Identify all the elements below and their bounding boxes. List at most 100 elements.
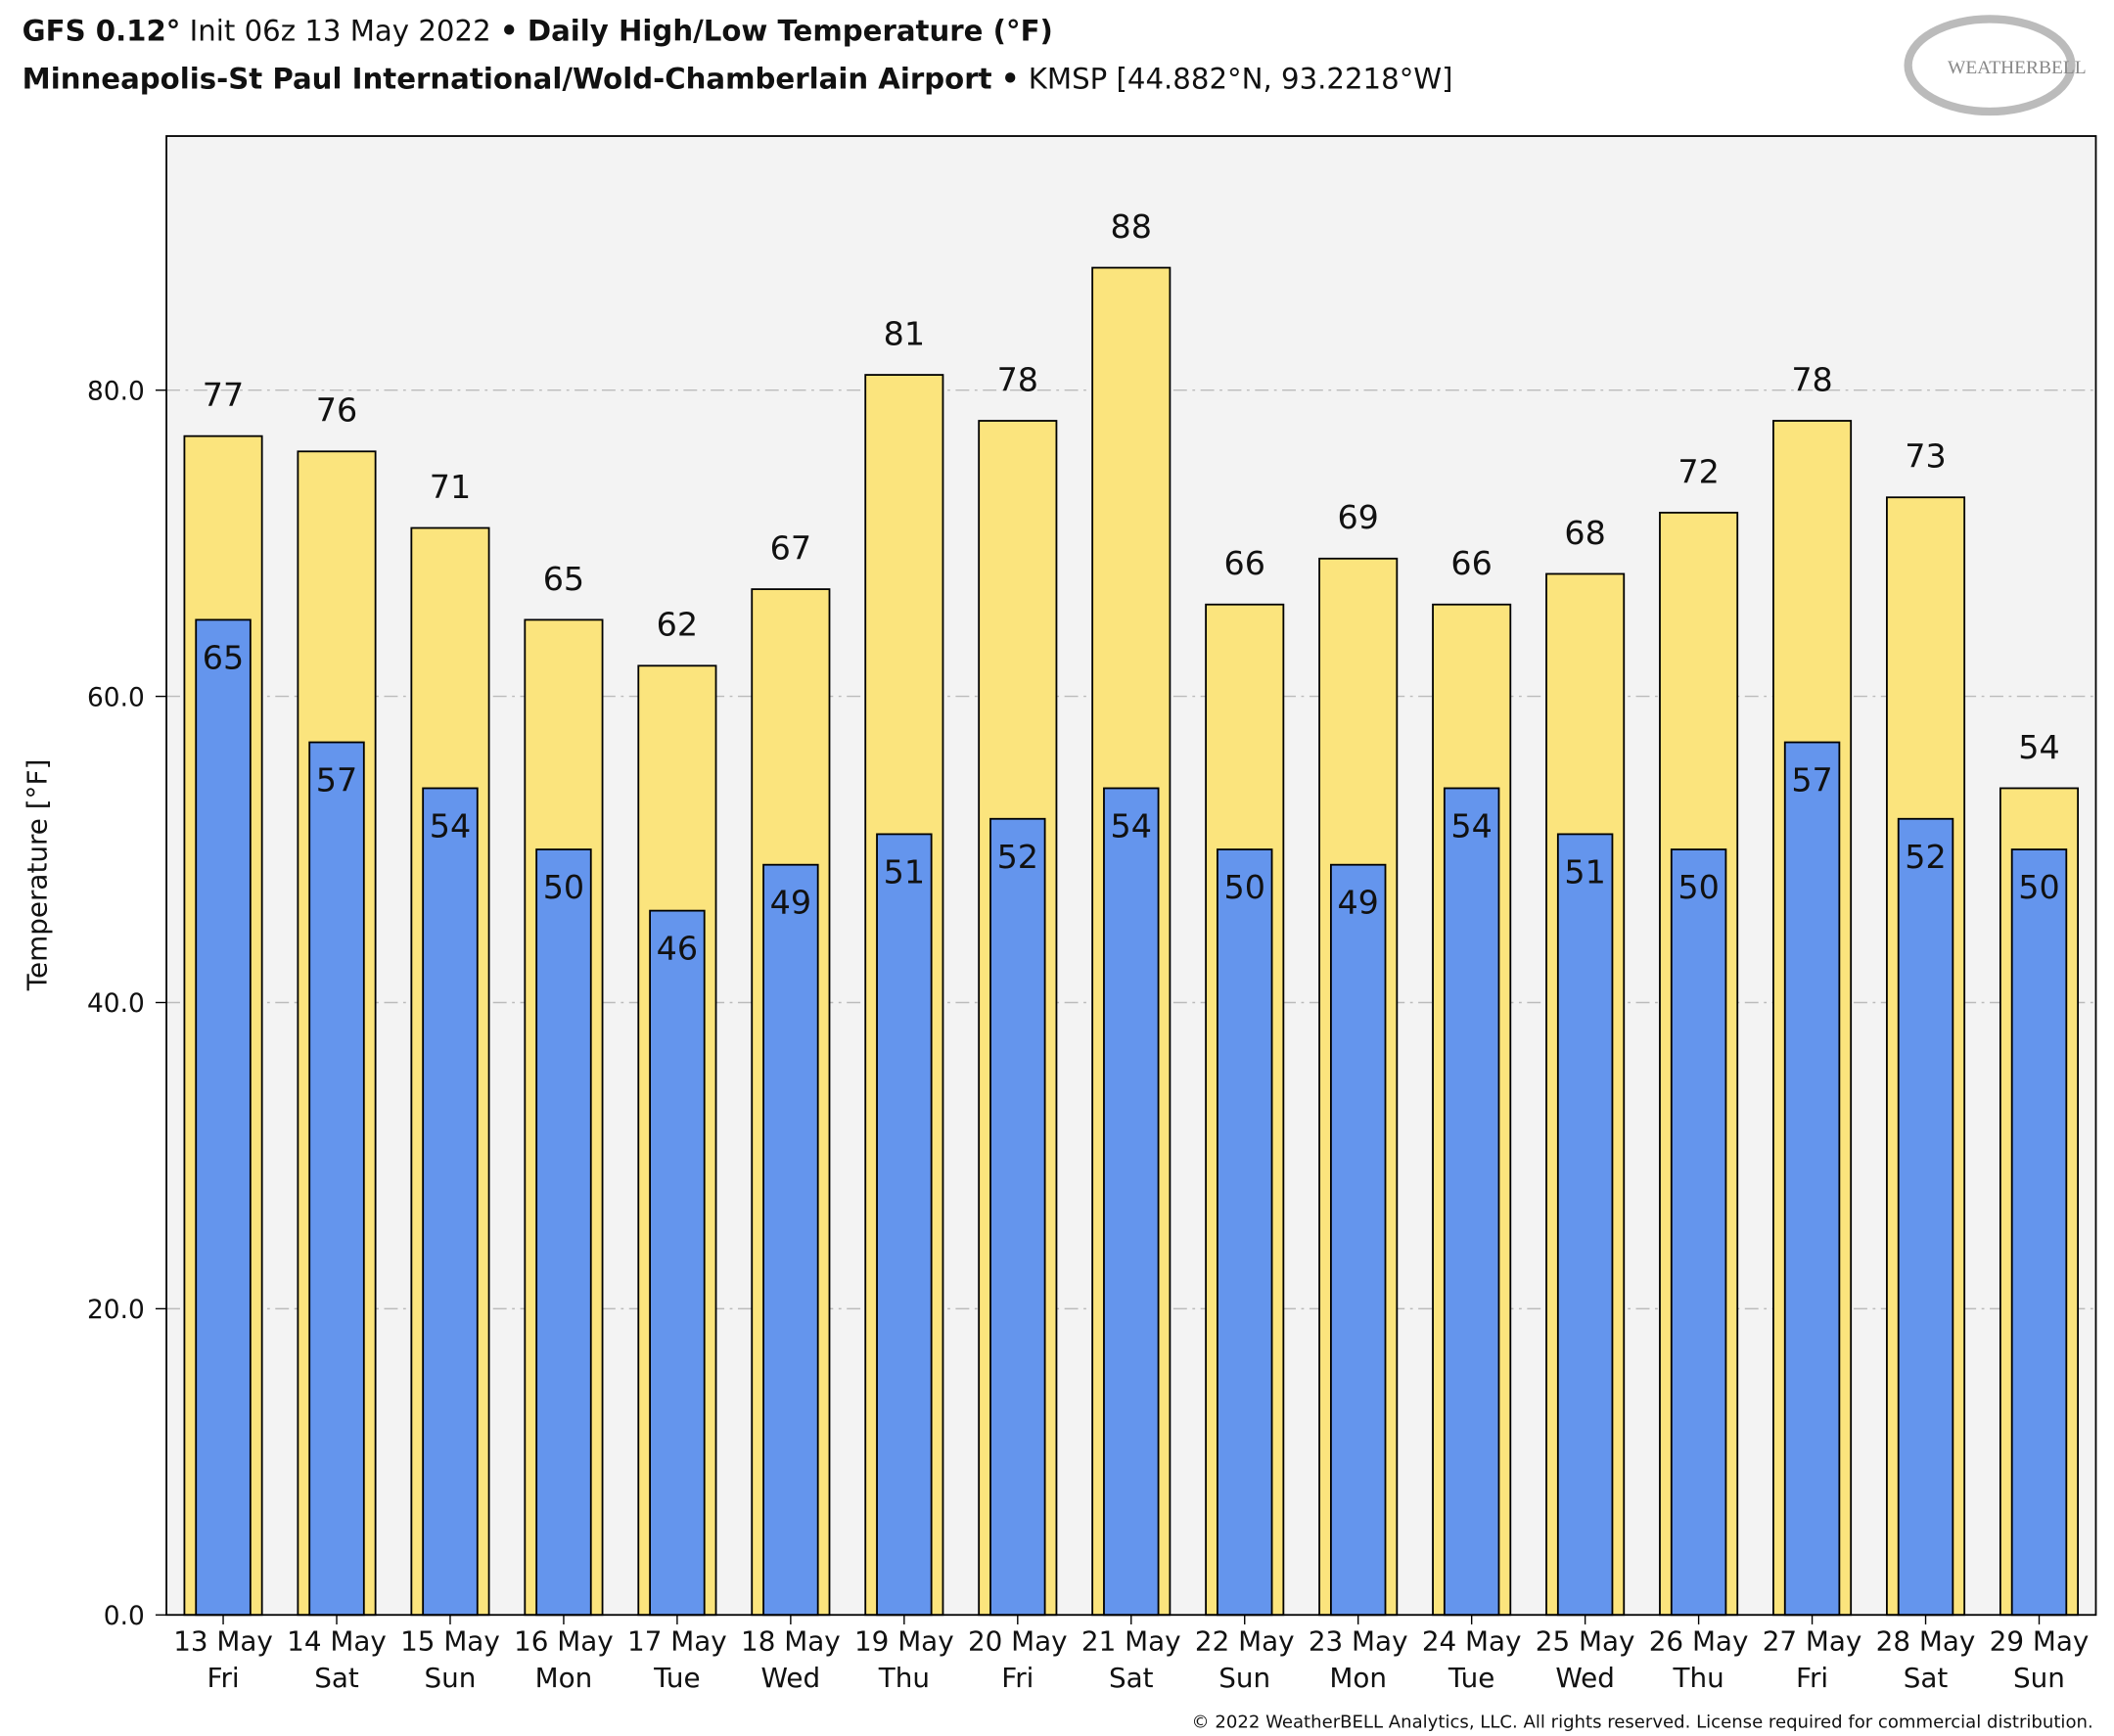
value-label: 76: [316, 391, 357, 430]
value-label: 50: [1224, 868, 1265, 906]
x-tick-weekday: Wed: [1555, 1662, 1615, 1694]
x-tick-weekday: Sun: [2013, 1662, 2065, 1694]
x-tick-label: 18 May: [741, 1624, 841, 1657]
value-label: 69: [1337, 498, 1378, 536]
x-tick-weekday: Thu: [878, 1662, 930, 1694]
value-label: 66: [1224, 544, 1265, 582]
value-label: 50: [2018, 868, 2059, 906]
value-label: 65: [543, 560, 584, 598]
x-tick-weekday: Mon: [1329, 1662, 1387, 1694]
y-tick-label: 20.0: [87, 1295, 145, 1325]
x-tick-weekday: Fri: [1001, 1662, 1034, 1694]
value-label: 50: [1677, 868, 1719, 906]
x-tick-label: 13 May: [173, 1624, 273, 1657]
y-tick-label: 60.0: [87, 682, 145, 712]
y-tick-label: 40.0: [87, 988, 145, 1019]
bar-low: [422, 787, 479, 1617]
value-label: 51: [884, 852, 925, 891]
bar-low: [535, 848, 592, 1617]
x-tick-weekday: Thu: [1672, 1662, 1723, 1694]
bar-low: [649, 909, 706, 1617]
bar-low: [989, 817, 1046, 1617]
title-sep: •: [500, 15, 519, 48]
bar-low: [1443, 787, 1500, 1617]
value-label: 54: [2018, 728, 2059, 766]
x-tick-label: 21 May: [1081, 1624, 1181, 1657]
value-label: 54: [430, 807, 471, 845]
bar-low: [876, 833, 933, 1617]
value-label: 68: [1564, 514, 1605, 552]
value-label: 57: [1791, 761, 1832, 799]
x-tick-label: 29 May: [1990, 1624, 2090, 1657]
x-tick-weekday: Fri: [207, 1662, 239, 1694]
x-tick-label: 25 May: [1536, 1624, 1635, 1657]
value-label: 81: [884, 314, 925, 352]
x-tick-label: 23 May: [1309, 1624, 1408, 1657]
x-tick-label: 14 May: [287, 1624, 387, 1657]
value-label: 51: [1564, 852, 1605, 891]
value-label: 49: [770, 884, 811, 922]
value-label: 62: [657, 606, 698, 644]
x-tick-weekday: Fri: [1796, 1662, 1828, 1694]
bar-low: [1556, 833, 1614, 1617]
value-label: 78: [1791, 360, 1832, 398]
bar-low: [1670, 848, 1727, 1617]
x-tick-label: 22 May: [1195, 1624, 1295, 1657]
x-tick-weekday: Sun: [425, 1662, 477, 1694]
marks: [166, 266, 2096, 1617]
x-tick-label: 27 May: [1763, 1624, 1862, 1657]
value-label: 77: [203, 376, 244, 414]
value-label: 71: [430, 468, 471, 506]
logo-text: WEATHERBELL: [1948, 58, 2087, 78]
subtitle-station: Minneapolis-St Paul International/Wold-C…: [23, 62, 992, 95]
value-label: 65: [203, 638, 244, 676]
x-tick-label: 17 May: [627, 1624, 727, 1657]
value-label: 78: [997, 360, 1038, 398]
x-tick-label: 16 May: [514, 1624, 614, 1657]
value-label: 54: [1450, 807, 1492, 845]
bar-low: [1103, 787, 1160, 1617]
x-tick-weekday: Sun: [1218, 1662, 1270, 1694]
x-tick-weekday: Tue: [1448, 1662, 1494, 1694]
bar-low: [1897, 817, 1954, 1617]
value-label: 88: [1111, 207, 1152, 246]
value-label: 67: [770, 529, 811, 568]
bar-low: [195, 618, 252, 1617]
subtitle-coords: KMSP [44.882°N, 93.2218°W]: [1029, 62, 1453, 95]
value-label: 46: [657, 930, 698, 968]
value-label: 72: [1677, 452, 1719, 490]
value-label: 54: [1111, 807, 1152, 845]
y-axis-label: Temperature [°F]: [22, 759, 54, 991]
x-tick-weekday: Tue: [653, 1662, 700, 1694]
x-tick-label: 20 May: [968, 1624, 1068, 1657]
value-label: 66: [1450, 544, 1492, 582]
x-tick-weekday: Sat: [1904, 1662, 1949, 1694]
x-tick-label: 28 May: [1876, 1624, 1976, 1657]
title-model: GFS 0.12°: [23, 15, 181, 48]
x-tick-label: 24 May: [1422, 1624, 1522, 1657]
x-tick-label: 19 May: [854, 1624, 954, 1657]
x-tick-weekday: Mon: [535, 1662, 593, 1694]
y-tick-label: 0.0: [104, 1601, 145, 1631]
bar-low: [1329, 863, 1387, 1617]
bar-low: [2010, 848, 2068, 1617]
chart-subtitle: Minneapolis-St Paul International/Wold-C…: [23, 62, 1453, 95]
value-label: 52: [1905, 838, 1946, 876]
value-label: 52: [997, 838, 1038, 876]
bar-low: [762, 863, 819, 1617]
bar-low: [1783, 741, 1841, 1617]
x-tick-weekday: Wed: [761, 1662, 821, 1694]
subtitle-sep: •: [1001, 62, 1020, 95]
x-tick-label: 26 May: [1649, 1624, 1749, 1657]
y-tick-label: 80.0: [87, 376, 145, 406]
value-label: 50: [543, 868, 584, 906]
bar-low: [1217, 848, 1273, 1617]
x-tick-label: 15 May: [400, 1624, 500, 1657]
value-label: 73: [1905, 437, 1946, 476]
value-label: 57: [316, 761, 357, 799]
title-field: Daily High/Low Temperature (°F): [528, 15, 1053, 48]
copyright: © 2022 WeatherBELL Analytics, LLC. All r…: [1192, 1713, 2093, 1733]
x-tick-weekday: Sat: [1109, 1662, 1154, 1694]
chart-title: GFS 0.12° Init 06z 13 May 2022 • Daily H…: [23, 15, 1053, 48]
